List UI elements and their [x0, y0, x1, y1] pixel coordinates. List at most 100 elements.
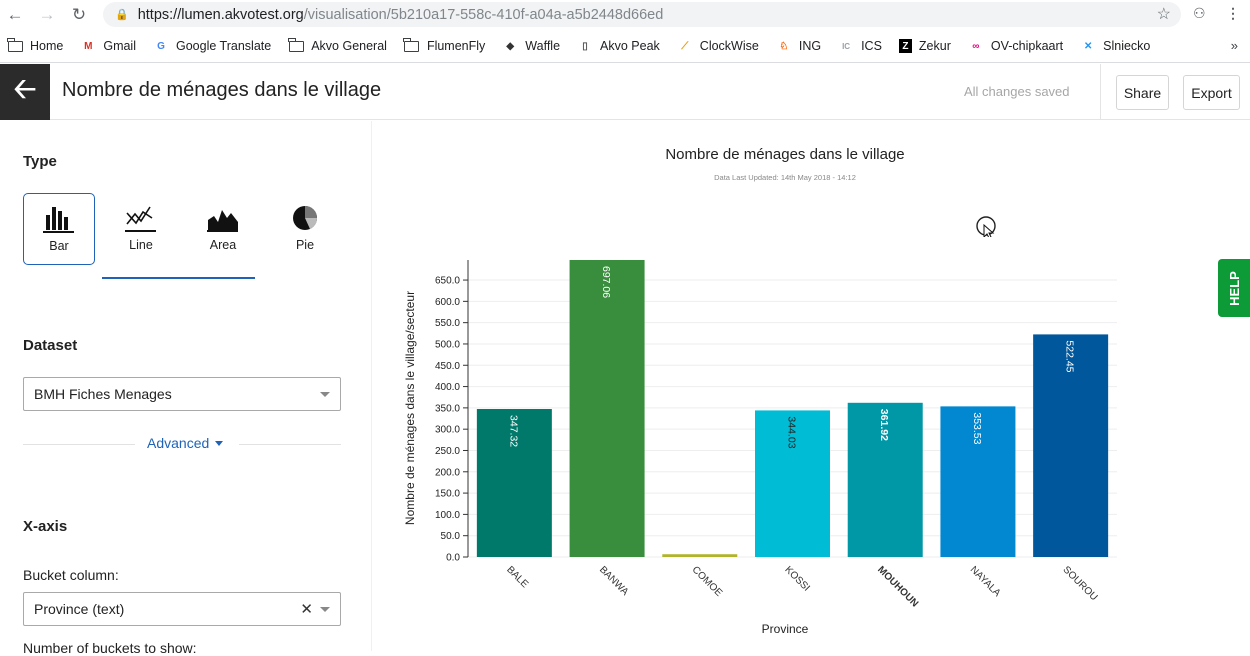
x-tick-label: COMOE — [690, 564, 725, 599]
bookmark-label: ICS — [861, 39, 882, 53]
folder-icon — [403, 37, 420, 53]
back-arrow-icon[interactable]: ← — [6, 5, 24, 24]
chart-subtitle: Data Last Updated: 14th May 2018 - 14:12 — [714, 173, 856, 182]
y-tick-label: 150.0 — [435, 489, 460, 500]
slniecko-icon: ✕ — [1083, 40, 1093, 52]
bookmark-item[interactable]: Z Zekur — [898, 39, 951, 53]
share-button[interactable]: Share — [1116, 75, 1169, 110]
chevron-down-icon — [320, 607, 330, 612]
y-tick-label: 300.0 — [435, 425, 460, 436]
bookmark-label: Zekur — [918, 39, 951, 53]
y-tick-label: 650.0 — [435, 276, 460, 287]
back-button[interactable]: 🡠 — [0, 64, 50, 120]
bookmark-item[interactable]: ✕ Slniecko — [1080, 39, 1150, 53]
bookmark-item[interactable]: Akvo General — [287, 37, 387, 53]
url-path: /visualisation/5b210a17-558c-410f-a04a-a… — [303, 6, 664, 23]
y-tick-label: 500.0 — [435, 339, 460, 350]
bar-mouhoun — [847, 402, 923, 557]
type-option-line[interactable]: Line — [105, 193, 177, 265]
bookmark-item[interactable]: Home — [6, 37, 63, 53]
help-button[interactable]: HELP — [1218, 259, 1250, 317]
y-tick-label: 50.0 — [441, 531, 461, 542]
bookmark-item[interactable]: ∞ OV-chipkaart — [968, 39, 1063, 53]
y-tick-label: 100.0 — [435, 510, 460, 521]
help-label: HELP — [1226, 270, 1242, 306]
bookmark-item[interactable]: FlumenFly — [403, 37, 486, 53]
type-heading: Type — [23, 153, 57, 170]
save-status: All changes saved — [964, 84, 1070, 99]
chevron-right-icon[interactable]: » — [1230, 38, 1238, 53]
config-panel: Type Bar Line Area Pie — [0, 121, 372, 656]
x-tick-label: MOUHOUN — [875, 564, 920, 609]
bookmark-label: OV-chipkaart — [990, 39, 1064, 53]
translate-icon: G — [157, 40, 165, 52]
bookmark-label: Google Translate — [176, 39, 272, 53]
url-bar[interactable]: 🔒 https://lumen.akvotest.org/visualisati… — [103, 2, 1181, 27]
y-tick-label: 200.0 — [435, 467, 460, 478]
bookmark-item[interactable]: IC ICS — [838, 39, 882, 53]
data-label: 522.45 — [1064, 340, 1076, 372]
chart-title: Nombre de ménages dans le village — [665, 146, 904, 163]
bookmark-label: FlumenFly — [426, 39, 486, 53]
dataset-value: BMH Fiches Menages — [34, 386, 172, 402]
lock-icon: 🔒 — [115, 9, 129, 21]
bookmark-item[interactable]: ⟋ ClockWise — [677, 39, 759, 53]
bookmark-label: Akvo General — [311, 39, 387, 53]
x-tick-label: BALE — [504, 564, 530, 590]
advanced-toggle[interactable]: Advanced — [147, 435, 224, 451]
star-icon[interactable]: ☆ — [1156, 6, 1171, 23]
folder-icon — [6, 37, 23, 53]
xaxis-heading: X-axis — [23, 518, 68, 535]
bookmark-item[interactable]: ♘ ING — [776, 39, 821, 53]
data-label: 353.53 — [971, 412, 983, 444]
bookmark-label: Slniecko — [1103, 39, 1151, 53]
bookmark-item[interactable]: ▯ Akvo Peak — [577, 39, 660, 53]
bookmark-item[interactable]: M Gmail — [80, 39, 136, 53]
type-option-bar[interactable]: Bar — [23, 193, 95, 265]
divider — [23, 444, 135, 445]
visualisation-title[interactable]: Nombre de ménages dans le village — [62, 79, 382, 101]
busy-cursor-icon — [976, 216, 996, 237]
y-tick-label: 450.0 — [435, 361, 460, 372]
type-option-area[interactable]: Area — [187, 193, 259, 265]
bookmarks-bar: Home M Gmail G Google Translate Akvo General F… — [0, 30, 1250, 63]
x-tick-label: NAYALA — [968, 564, 1003, 599]
app-header: 🡠 Nombre de ménages dans le village All … — [0, 64, 1250, 120]
gmail-icon: M — [84, 40, 93, 52]
y-tick-label: 250.0 — [435, 446, 460, 457]
data-label: 697.06 — [600, 266, 612, 298]
bookmark-item[interactable]: G Google Translate — [153, 39, 271, 53]
clear-icon[interactable]: ✕ — [300, 601, 313, 618]
type-label: Pie — [295, 238, 315, 252]
dataset-select[interactable]: BMH Fiches Menages — [23, 377, 341, 411]
pie-chart-icon — [293, 206, 318, 230]
bucket-column-select[interactable]: Province (text) ✕ — [23, 592, 341, 626]
type-option-pie[interactable]: Pie — [269, 193, 341, 265]
folder-icon — [287, 37, 304, 53]
ing-icon: ♘ — [779, 40, 789, 52]
bar-chart: Nombre de ménages dans le village Data La… — [403, 146, 1117, 636]
y-tick-label: 600.0 — [435, 297, 460, 308]
bookmark-label: Gmail — [103, 39, 136, 53]
clockwise-icon: ⟋ — [681, 40, 689, 52]
extension-icon[interactable]: ⚇ — [1193, 5, 1206, 21]
header-divider — [1100, 64, 1101, 120]
bar-banwa — [569, 260, 645, 557]
type-label: Bar — [49, 239, 69, 253]
reload-icon[interactable]: ↻ — [71, 5, 87, 24]
menu-icon[interactable]: ⋮ — [1226, 5, 1240, 21]
bar-kossi — [755, 410, 830, 557]
bar-bale — [476, 409, 552, 557]
export-button[interactable]: Export — [1183, 75, 1240, 110]
bookmark-label: ClockWise — [699, 39, 759, 53]
url-host: https://lumen.akvotest.org — [137, 6, 304, 23]
area-chart-icon — [207, 210, 238, 232]
caret-down-icon — [215, 440, 224, 446]
forward-arrow-icon[interactable]: → — [38, 5, 56, 24]
bookmark-label: Akvo Peak — [600, 39, 660, 53]
y-tick-label: 400.0 — [435, 382, 460, 393]
bookmark-item[interactable]: ◆ Waffle — [502, 39, 560, 53]
divider — [239, 444, 341, 445]
bar-sourou — [1033, 334, 1109, 557]
type-label: Area — [209, 238, 237, 252]
